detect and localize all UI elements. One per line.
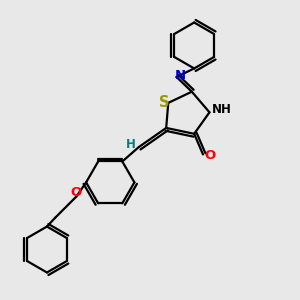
Text: O: O (70, 186, 81, 199)
Text: S: S (160, 95, 170, 110)
Text: O: O (205, 149, 216, 162)
Text: N: N (175, 69, 186, 82)
Text: H: H (126, 138, 136, 151)
Text: NH: NH (212, 103, 232, 116)
